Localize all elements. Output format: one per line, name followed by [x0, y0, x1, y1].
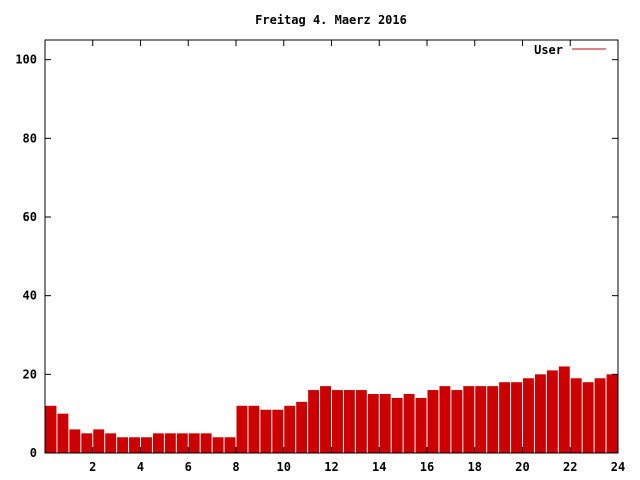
data-bar — [81, 433, 93, 453]
data-bar — [260, 409, 272, 453]
data-bar — [511, 382, 522, 453]
data-bar — [487, 386, 499, 453]
data-bar — [248, 405, 260, 453]
y-tick-label: 40 — [23, 289, 37, 303]
data-bar — [332, 390, 343, 453]
data-bar — [212, 437, 224, 453]
data-bar — [45, 405, 57, 453]
data-bar — [176, 433, 188, 453]
data-bar — [69, 429, 81, 453]
y-tick-label: 80 — [23, 131, 37, 145]
data-bar — [403, 394, 415, 453]
x-tick-label: 10 — [277, 460, 291, 474]
y-tick-label: 0 — [30, 446, 37, 460]
data-bar — [117, 437, 129, 453]
data-bar — [451, 390, 463, 453]
data-bar — [224, 437, 236, 453]
x-tick-label: 6 — [185, 460, 192, 474]
data-bar — [355, 390, 367, 453]
chart-title: Freitag 4. Maerz 2016 — [255, 13, 407, 27]
y-tick-label: 60 — [23, 210, 37, 224]
data-bar — [582, 382, 594, 453]
data-bar — [200, 433, 212, 453]
data-bar — [141, 437, 152, 453]
data-bar — [379, 394, 391, 453]
y-tick-label: 20 — [23, 367, 37, 381]
data-bar — [152, 433, 164, 453]
data-bar — [284, 405, 296, 453]
data-bar — [606, 374, 618, 453]
data-bar — [188, 433, 200, 453]
data-bar — [439, 386, 451, 453]
x-tick-label: 20 — [515, 460, 529, 474]
data-bar — [296, 401, 308, 453]
x-tick-label: 12 — [324, 460, 338, 474]
data-bar — [93, 429, 105, 453]
x-tick-label: 24 — [611, 460, 625, 474]
data-bar — [57, 413, 69, 453]
data-bar — [534, 374, 546, 453]
data-bar — [391, 397, 403, 453]
x-tick-label: 14 — [372, 460, 386, 474]
data-bar — [129, 437, 140, 453]
legend-label: User — [534, 43, 563, 57]
data-bar — [272, 409, 284, 453]
x-tick-label: 4 — [137, 460, 144, 474]
data-bar — [546, 370, 558, 453]
data-bar — [570, 378, 582, 453]
data-bar — [236, 405, 248, 453]
data-bar — [320, 386, 331, 453]
data-bar — [343, 390, 355, 453]
data-bar — [594, 378, 606, 453]
data-bar — [105, 433, 117, 453]
data-bar — [475, 386, 487, 453]
x-tick-label: 2 — [89, 460, 96, 474]
x-tick-label: 16 — [420, 460, 434, 474]
bars-group — [45, 366, 618, 453]
data-bar — [499, 382, 511, 453]
data-bar — [164, 433, 176, 453]
data-bar — [308, 390, 320, 453]
data-bar — [558, 366, 570, 453]
data-bar — [523, 378, 534, 453]
y-tick-label: 100 — [15, 53, 37, 67]
data-bar — [367, 394, 379, 453]
ticks-group — [45, 40, 619, 454]
x-tick-label: 18 — [468, 460, 482, 474]
x-tick-label: 22 — [563, 460, 577, 474]
data-bar — [415, 397, 427, 453]
data-bar — [463, 386, 475, 453]
data-bar — [427, 390, 439, 453]
x-tick-label: 8 — [232, 460, 239, 474]
